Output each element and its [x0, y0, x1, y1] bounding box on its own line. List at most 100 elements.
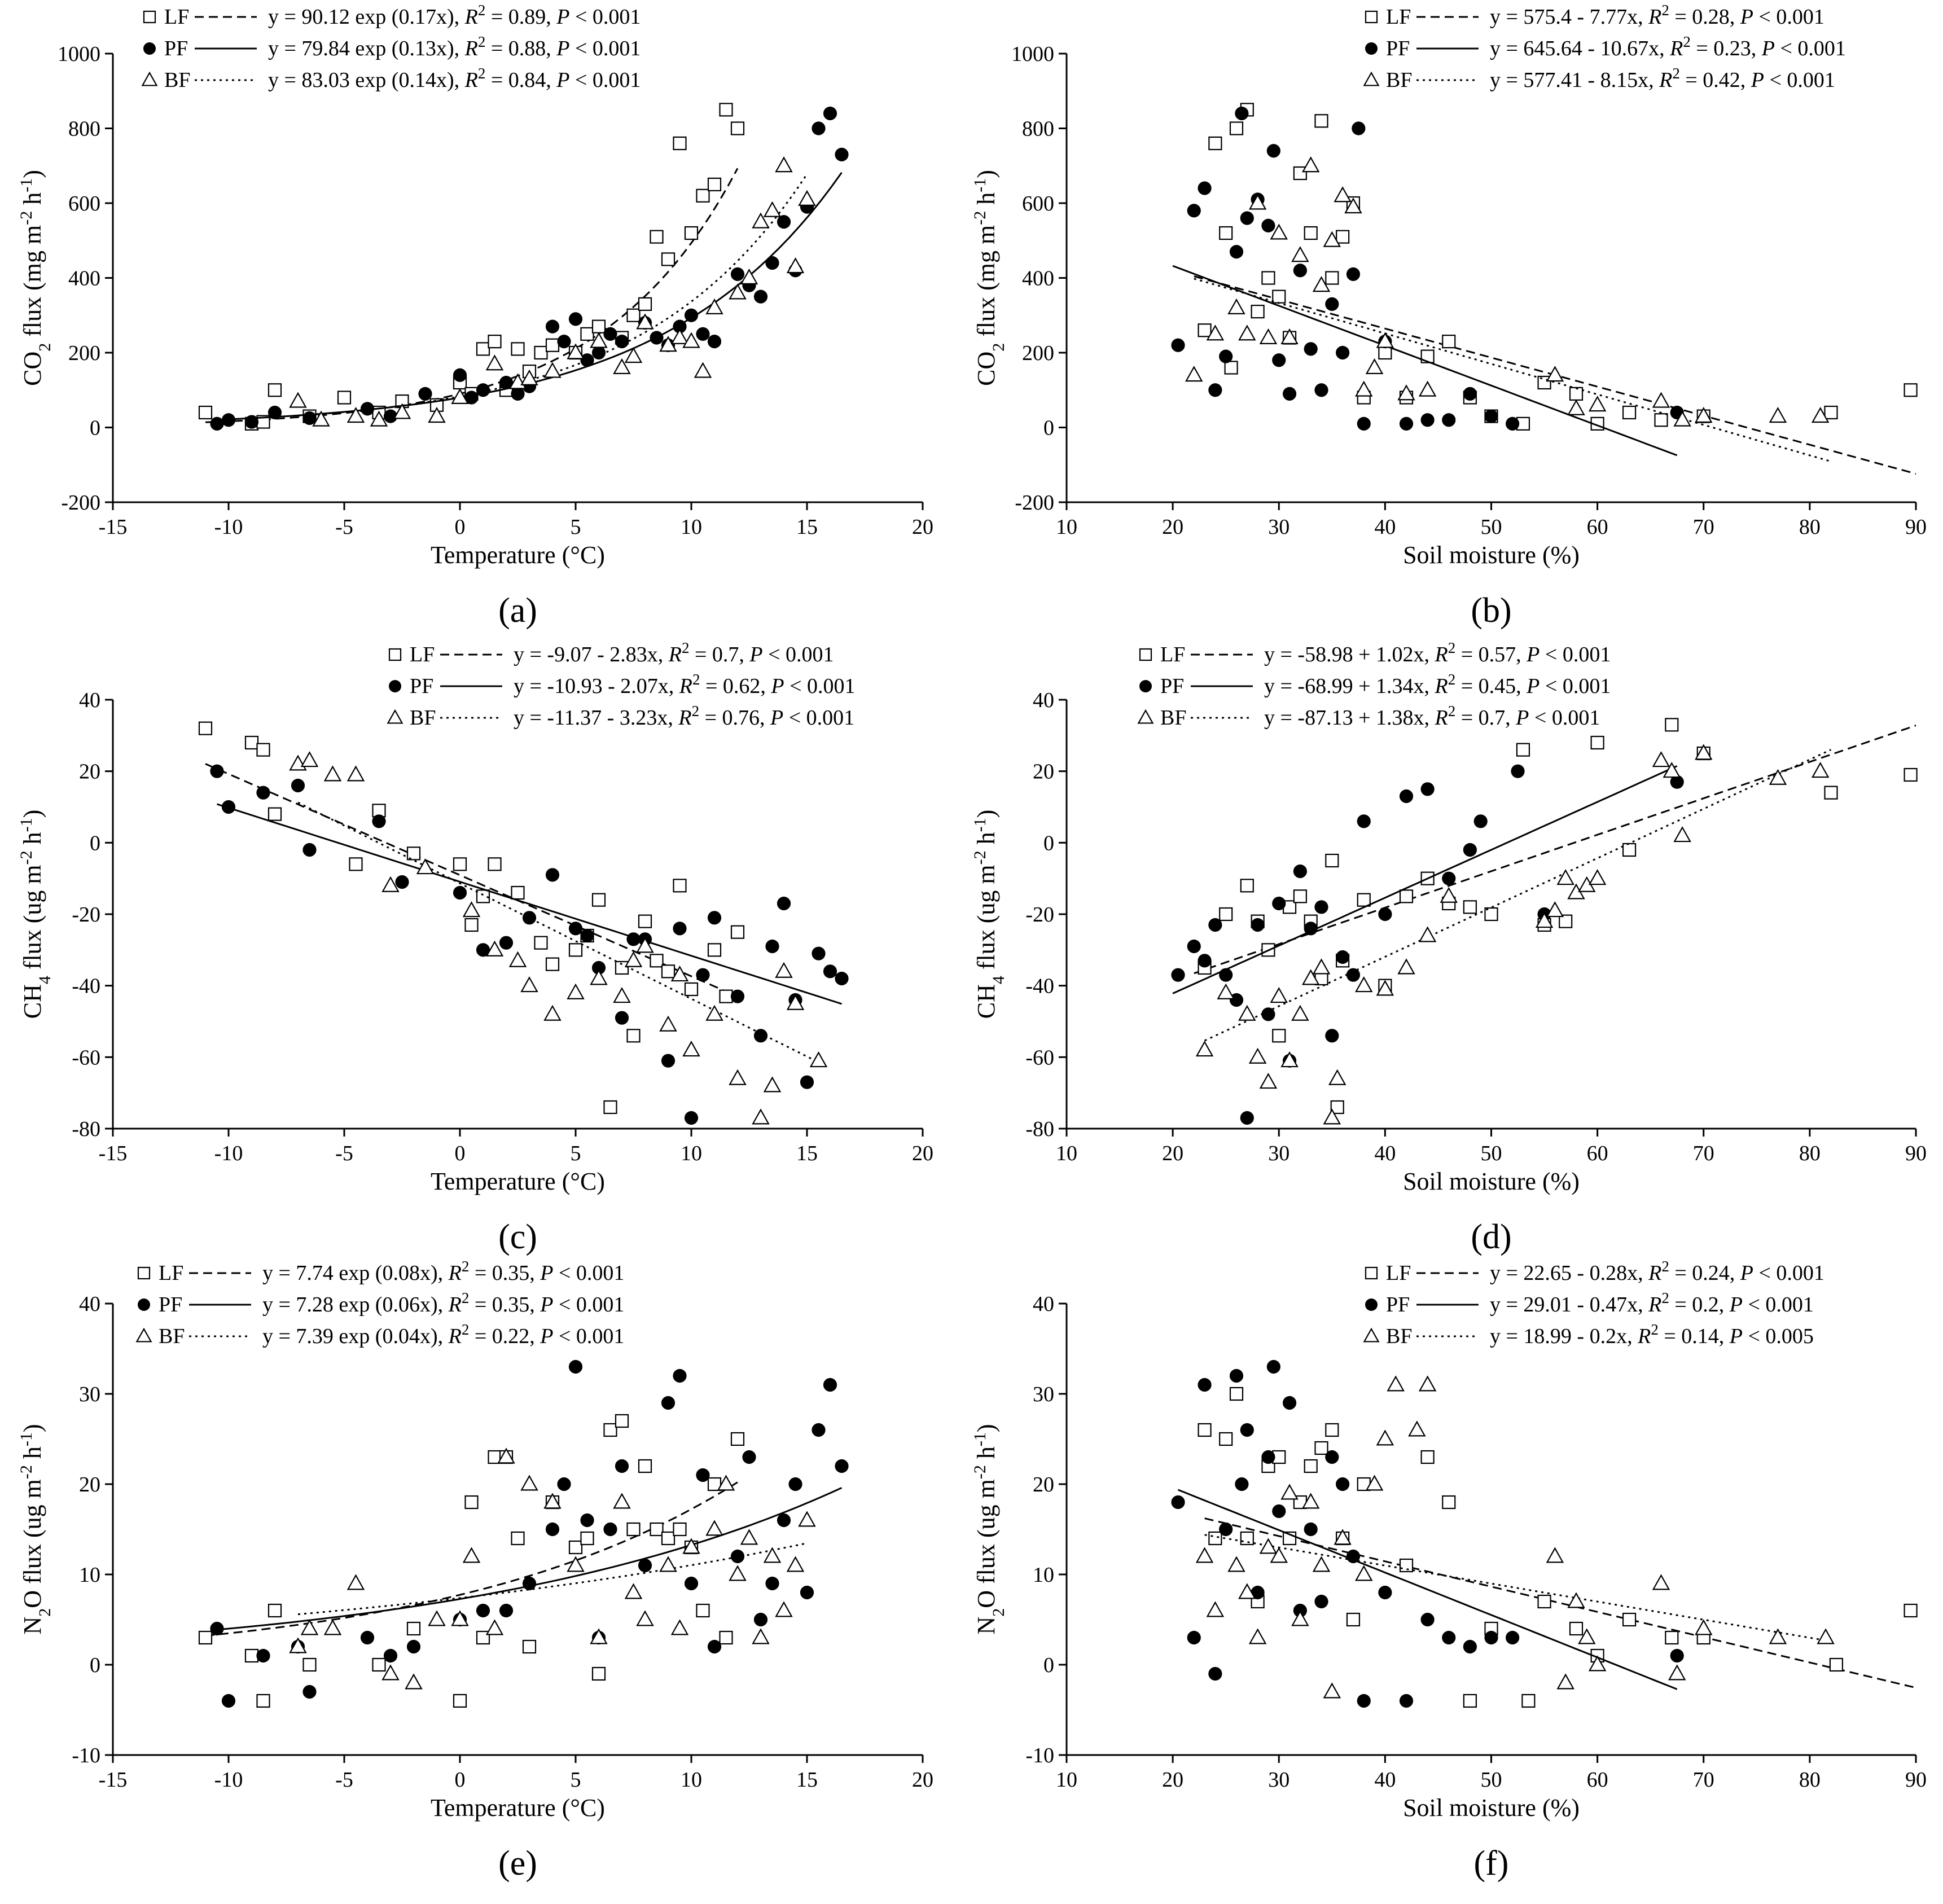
data-point-lf	[684, 982, 699, 997]
data-point-lf	[673, 136, 687, 151]
data-point-bf	[1668, 1664, 1686, 1681]
data-point-pf	[406, 1639, 421, 1654]
y-axis-label-superscript: -1	[971, 1432, 989, 1446]
y-tick-label: -10	[1025, 1744, 1054, 1767]
data-point-pf	[499, 1603, 514, 1618]
fit-line-lf	[205, 763, 738, 998]
data-point-bf	[1365, 358, 1384, 374]
chart-panel-d: -80 -60 -40 -20 0 20 40 10 20 30 40 50 60 70 80 90 Soil …	[971, 639, 1927, 1256]
y-tick-label: -60	[1025, 1046, 1054, 1069]
data-point-bf	[520, 369, 538, 385]
data-point-pf	[812, 121, 826, 135]
data-point-lf	[719, 989, 733, 1003]
data-point-pf	[1282, 387, 1297, 401]
x-tick-label: 90	[1905, 1768, 1927, 1792]
data-point-pf	[835, 147, 849, 161]
legend-name-pf: PF	[164, 37, 188, 60]
data-point-lf	[719, 103, 733, 117]
legend-marker-lf	[137, 1266, 151, 1280]
data-point-pf	[1272, 896, 1286, 911]
y-axis-label-part: )	[972, 810, 1000, 818]
y-axis-label-superscript: -1	[17, 818, 36, 832]
r-squared-value: = 0.57,	[1455, 643, 1527, 666]
data-point-bf	[624, 347, 643, 363]
data-point-bf	[659, 1556, 677, 1572]
data-point-pf	[1198, 181, 1212, 195]
p-symbol: P	[749, 643, 762, 666]
data-point-pf	[1304, 922, 1318, 936]
data-point-bf	[508, 951, 527, 967]
data-point-lf	[1569, 1621, 1584, 1636]
y-axis-label-part: N	[19, 1617, 46, 1635]
data-point-bf	[1355, 380, 1373, 397]
y-axis-label-subscript: 2	[36, 1608, 54, 1617]
y-axis-label: N2O flux (ug m-2 h-1)	[17, 1424, 54, 1635]
data-point-pf	[753, 1612, 768, 1627]
y-tick-label: 0	[1043, 1653, 1054, 1677]
x-tick-label: 20	[912, 1768, 933, 1792]
data-point-bf	[763, 201, 782, 217]
p-symbol: P	[1515, 706, 1529, 730]
legend-equation-bf: y = 577.41 - 8.15x, R2 = 0.42, P < 0.001	[1490, 65, 1835, 92]
data-point-bf	[1376, 980, 1394, 996]
data-point-bf	[428, 1610, 446, 1626]
data-point-lf	[1665, 718, 1679, 732]
data-point-pf	[1272, 353, 1286, 367]
data-point-pf	[673, 922, 687, 936]
y-axis-label-superscript: -1	[971, 818, 989, 832]
y-axis-label-part: h	[19, 832, 46, 850]
x-tick-label: -5	[335, 1768, 353, 1792]
data-point-lf	[1272, 289, 1286, 304]
data-point-pf	[1171, 338, 1185, 352]
y-axis-label-part: )	[972, 1424, 1000, 1433]
data-point-pf	[591, 960, 606, 975]
series-bf	[289, 156, 816, 427]
p-value: < 0.001	[1540, 643, 1611, 666]
data-point-pf	[1399, 1694, 1414, 1708]
data-point-lf	[591, 893, 606, 907]
fit-line-pf	[1177, 1489, 1678, 1690]
data-point-pf	[1251, 918, 1265, 932]
data-point-bf	[323, 1619, 342, 1635]
legend-name-bf: BF	[159, 1324, 185, 1348]
data-point-bf	[1652, 1574, 1670, 1590]
p-symbol: P	[556, 37, 569, 60]
data-point-pf	[383, 1648, 398, 1663]
data-point-bf	[1695, 744, 1713, 760]
x-tick-label: 20	[1162, 1768, 1183, 1792]
data-point-pf	[638, 1558, 652, 1573]
p-value: < 0.001	[763, 643, 834, 666]
data-point-bf	[1291, 1610, 1309, 1626]
y-tick-label: 10	[79, 1563, 100, 1587]
r-squared-value: = 0.45,	[1455, 674, 1527, 698]
data-point-bf	[670, 1619, 689, 1635]
data-point-pf	[221, 800, 236, 814]
data-point-pf	[302, 843, 317, 857]
r-squared-value: = 0.42,	[1680, 68, 1751, 92]
data-point-lf	[615, 960, 629, 975]
data-point-lf	[1314, 114, 1328, 128]
data-point-pf	[1208, 918, 1222, 932]
data-point-bf	[624, 1583, 643, 1599]
data-point-bf	[705, 298, 723, 314]
equation-text: y = -68.99 + 1.34x,	[1264, 674, 1435, 698]
data-point-pf	[1240, 211, 1254, 225]
data-point-pf	[753, 289, 768, 304]
y-axis-label-superscript: -2	[17, 850, 36, 865]
chart-panel-a: -200 0 200 400 600 800 1000 -15 -10 -5 0 5 10 15 20 Tem…	[17, 2, 934, 630]
x-tick-label: 90	[1905, 1142, 1927, 1165]
data-point-lf	[1829, 1657, 1844, 1672]
equation-text: y = -58.98 + 1.02x,	[1264, 643, 1435, 666]
data-point-bf	[1238, 324, 1256, 341]
y-axis-label-part: O flux (ug m	[972, 1479, 1000, 1608]
data-point-pf	[1336, 345, 1350, 360]
legend-marker-pf	[1139, 680, 1152, 692]
data-point-bf	[497, 1447, 515, 1464]
y-tick-label: -200	[61, 491, 100, 515]
p-symbol: P	[1761, 37, 1775, 60]
r-squared-symbol: R	[678, 706, 691, 730]
r-squared-value: = 0.62,	[700, 674, 771, 698]
data-point-bf	[1238, 1583, 1256, 1599]
data-point-pf	[1282, 1396, 1297, 1410]
y-tick-label: 20	[79, 1473, 100, 1497]
